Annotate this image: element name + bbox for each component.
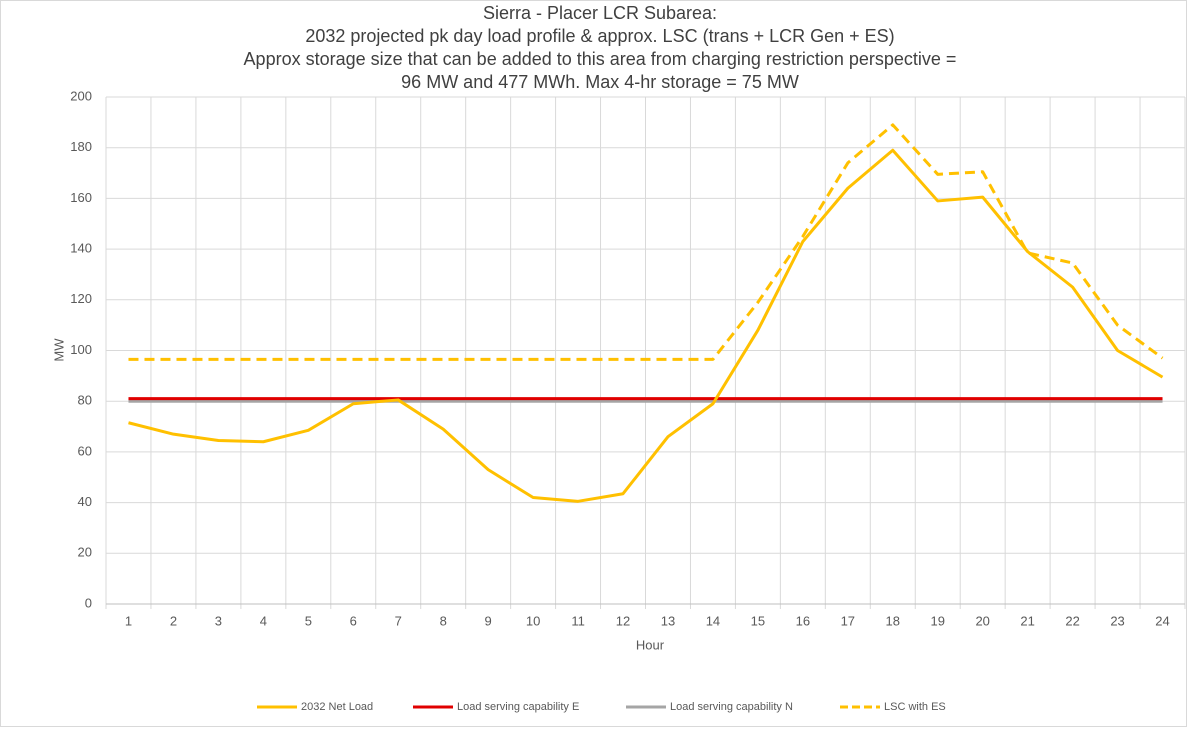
x-tick-label: 21 — [1020, 613, 1034, 628]
x-tick-label: 22 — [1065, 613, 1079, 628]
y-tick-label: 120 — [70, 291, 92, 306]
legend-label: 2032 Net Load — [301, 701, 373, 713]
y-tick-label: 140 — [70, 241, 92, 256]
x-tick-label: 15 — [751, 613, 765, 628]
line-series — [128, 123, 1164, 361]
x-tick-label: 18 — [886, 613, 900, 628]
x-tick-label: 6 — [350, 613, 357, 628]
x-tick-label: 24 — [1155, 613, 1169, 628]
x-tick-label: 10 — [526, 613, 540, 628]
y-tick-label: 40 — [78, 494, 92, 509]
x-tick-label: 3 — [215, 613, 222, 628]
x-tick-label: 16 — [796, 613, 810, 628]
y-axis-label: MW — [51, 338, 66, 362]
x-tick-label: 23 — [1110, 613, 1124, 628]
chart-title: 96 MW and 477 MWh. Max 4-hr storage = 75… — [401, 72, 799, 92]
y-tick-label: 180 — [70, 139, 92, 154]
y-tick-label: 160 — [70, 190, 92, 205]
x-tick-label: 2 — [170, 613, 177, 628]
x-tick-label: 11 — [571, 613, 585, 628]
chart-title: Approx storage size that can be added to… — [244, 49, 957, 69]
y-tick-label: 80 — [78, 393, 92, 408]
x-tick-label: 1 — [125, 613, 132, 628]
x-tick-label: 14 — [706, 613, 720, 628]
x-axis-label: Hour — [636, 637, 665, 652]
x-tick-label: 8 — [440, 613, 447, 628]
legend-label: LSC with ES — [884, 701, 946, 713]
chart-title: 2032 projected pk day load profile & app… — [305, 26, 894, 46]
line-series — [128, 148, 1164, 503]
x-tick-label: 9 — [485, 613, 492, 628]
legend-label: Load serving capability N — [670, 701, 793, 713]
y-tick-label: 0 — [85, 595, 92, 610]
chart-title: Sierra - Placer LCR Subarea: — [483, 3, 717, 23]
legend-label: Load serving capability E — [457, 701, 579, 713]
y-tick-label: 60 — [78, 443, 92, 458]
x-tick-label: 17 — [841, 613, 855, 628]
y-tick-label: 200 — [70, 88, 92, 103]
x-tick-label: 4 — [260, 613, 267, 628]
y-tick-label: 20 — [78, 545, 92, 560]
x-tick-label: 20 — [975, 613, 989, 628]
x-tick-label: 19 — [930, 613, 944, 628]
x-tick-label: 13 — [661, 613, 675, 628]
y-tick-label: 100 — [70, 342, 92, 357]
x-tick-label: 5 — [305, 613, 312, 628]
x-tick-label: 12 — [616, 613, 630, 628]
x-tick-label: 7 — [395, 613, 402, 628]
